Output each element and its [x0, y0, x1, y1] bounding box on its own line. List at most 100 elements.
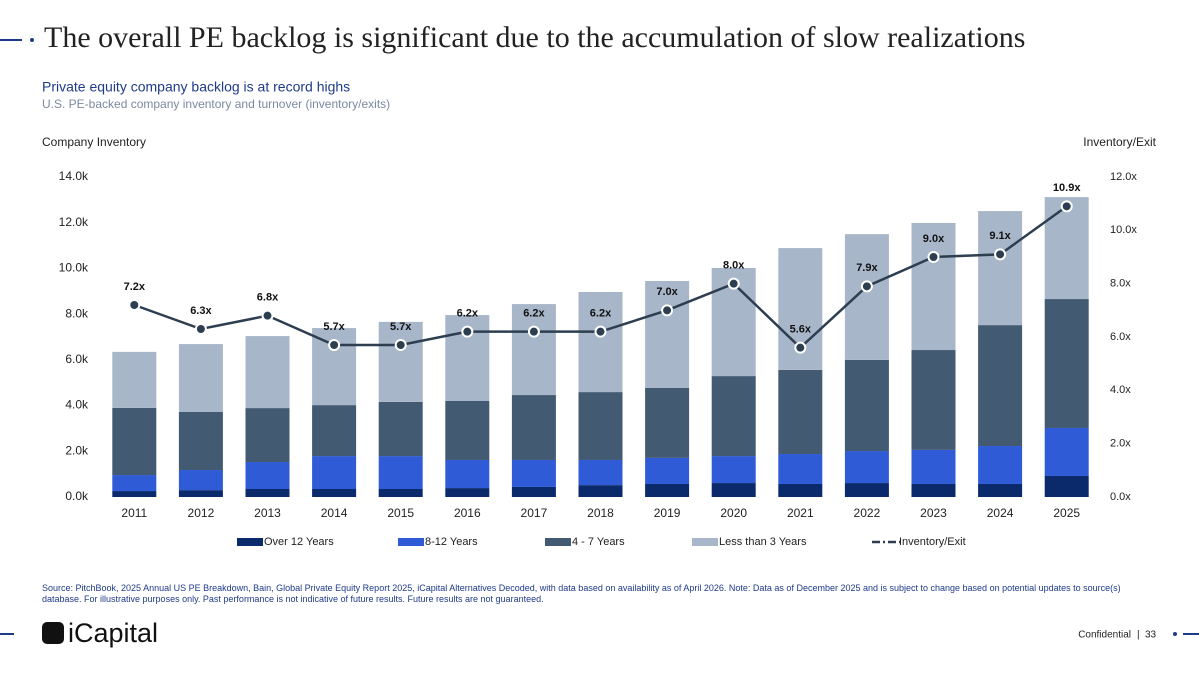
data-label: 6.2x — [457, 308, 479, 320]
legend-swatch — [692, 538, 718, 546]
bar-segment — [711, 376, 756, 457]
y-tick-label: 4.0k — [65, 398, 89, 412]
bar-segment — [911, 222, 956, 351]
x-tick-label: 2023 — [920, 506, 947, 520]
logo-icon — [42, 622, 64, 644]
bar-segment — [511, 304, 556, 396]
bar-segment — [445, 459, 490, 489]
bar-segment — [978, 483, 1023, 497]
line-point — [927, 251, 940, 263]
y-tick-label: 12.0k — [59, 215, 89, 229]
bar-segment — [911, 350, 956, 450]
bar-segment — [844, 234, 889, 360]
data-label: 9.1x — [989, 230, 1011, 242]
x-tick-label: 2014 — [321, 506, 348, 520]
data-label: 6.2x — [590, 308, 612, 320]
line-point — [661, 304, 674, 317]
line-point — [394, 339, 407, 351]
bar-segment — [245, 489, 290, 497]
bar-segment — [378, 401, 423, 457]
source-note: Source: PitchBook, 2025 Annual US PE Bre… — [42, 583, 1121, 604]
legend-label: Inventory/Exit — [899, 536, 966, 548]
bar-segment — [578, 459, 623, 486]
line-point — [194, 323, 207, 335]
bar-segment — [844, 359, 889, 452]
bar-segment — [312, 489, 357, 497]
bar-segment — [178, 470, 223, 491]
bar-segment — [378, 456, 423, 489]
legend-swatch — [237, 538, 263, 546]
bar-segment — [978, 211, 1023, 326]
bar-segment — [778, 369, 823, 455]
bar-segment — [844, 483, 889, 497]
data-label: 6.8x — [257, 292, 279, 304]
chart-description: U.S. PE-backed company inventory and tur… — [42, 97, 390, 111]
bar-segment — [645, 281, 690, 388]
legend-swatch — [398, 538, 424, 546]
x-tick-label: 2011 — [121, 506, 147, 520]
decor — [1173, 632, 1177, 636]
data-label: 5.7x — [390, 321, 412, 333]
legend-label: 4 - 7 Years — [572, 536, 625, 548]
y-tick-label: 14.0k — [59, 169, 89, 183]
line-point — [527, 325, 540, 338]
bar-segment — [178, 344, 223, 412]
line-point — [794, 341, 807, 354]
bar-segment — [645, 483, 690, 497]
data-label: 6.2x — [523, 308, 545, 320]
bar-segment — [445, 401, 490, 460]
bar-segment — [312, 456, 357, 489]
y2-tick-label: 2.0x — [1110, 438, 1131, 450]
x-tick-label: 2022 — [854, 506, 881, 520]
x-tick-label: 2016 — [454, 506, 481, 520]
y-tick-label: 2.0k — [65, 443, 89, 457]
line-point — [328, 339, 341, 351]
bar-segment — [112, 351, 157, 408]
line-point — [994, 248, 1007, 261]
line-point — [128, 299, 141, 311]
bar-segment — [1044, 299, 1089, 428]
x-tick-label: 2012 — [188, 506, 215, 520]
data-label: 5.6x — [790, 324, 812, 336]
line-point — [1060, 200, 1073, 213]
y2-tick-label: 12.0x — [1110, 171, 1137, 183]
line-point — [727, 277, 740, 290]
bar-segment — [178, 490, 223, 497]
x-tick-label: 2015 — [387, 506, 414, 520]
line-point — [461, 325, 474, 338]
bar-segment — [778, 454, 823, 484]
bar-segment — [245, 408, 290, 463]
bar-segment — [511, 395, 556, 460]
bar-segment — [112, 475, 157, 492]
y2-axis-title: Inventory/Exit — [1083, 135, 1156, 149]
logo: iCapital — [68, 618, 158, 648]
line-point — [261, 309, 274, 322]
y2-tick-label: 8.0x — [1110, 278, 1131, 290]
y-tick-label: 0.0k — [65, 489, 89, 503]
y-axis-title: Company Inventory — [42, 135, 146, 149]
bar-segment — [245, 462, 290, 489]
bar-segment — [112, 491, 157, 497]
bar-segment — [978, 325, 1023, 447]
legend-label: Less than 3 Years — [719, 536, 807, 548]
bar-segment — [978, 446, 1023, 484]
y2-tick-label: 4.0x — [1110, 384, 1131, 396]
y2-tick-label: 0.0x — [1110, 491, 1131, 503]
bar-segment — [378, 489, 423, 497]
bar-segment — [844, 451, 889, 484]
line-point — [594, 325, 607, 338]
bar-segment — [511, 459, 556, 487]
bar-segment — [578, 485, 623, 497]
source-box: Source: PitchBook, 2025 Annual US PE Bre… — [42, 583, 1121, 604]
chart-subtitle: Private equity company backlog is at rec… — [42, 79, 350, 95]
bar-segment — [178, 411, 223, 471]
y-tick-label: 8.0k — [65, 306, 89, 320]
decor — [30, 38, 34, 42]
x-tick-label: 2025 — [1053, 506, 1080, 520]
legend-swatch — [545, 538, 571, 546]
bar-segment — [312, 405, 357, 457]
legend-label: Over 12 Years — [264, 536, 334, 548]
bar-segment — [1044, 475, 1089, 497]
y2-tick-label: 6.0x — [1110, 331, 1131, 343]
